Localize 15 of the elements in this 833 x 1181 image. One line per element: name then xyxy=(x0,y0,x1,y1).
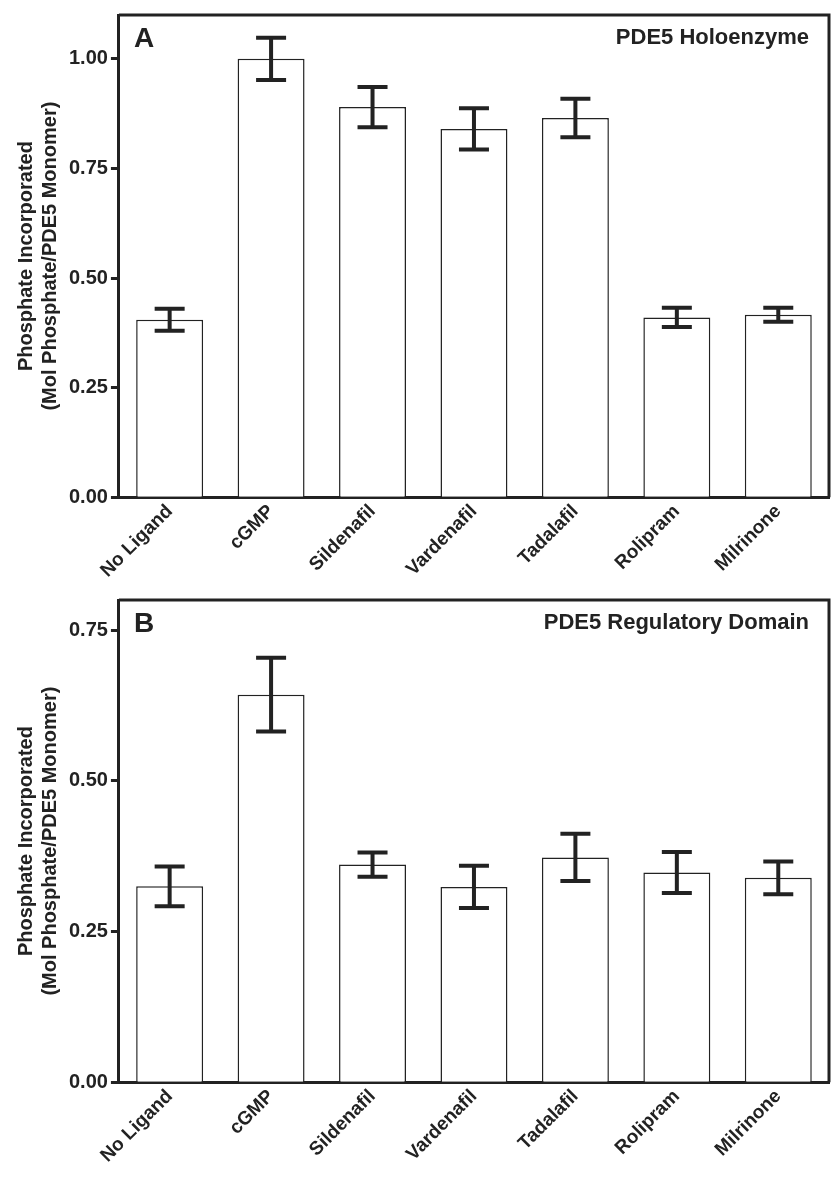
chart-title: PDE5 Holoenzyme xyxy=(615,24,809,50)
y-axis-title: Phosphate Incorporated (Mol Phosphate/PDE5 Monomer) xyxy=(13,686,60,996)
y-tick-label: 0.75 xyxy=(68,155,108,178)
y-tick-label: 0.25 xyxy=(68,919,108,942)
chart-title: PDE5 Regulatory Domain xyxy=(543,609,809,635)
y-tick-label: 0.00 xyxy=(68,484,108,507)
y-tick-label: 0.25 xyxy=(68,375,108,398)
y-tick-label: 0.00 xyxy=(68,1069,108,1092)
annotation: B xyxy=(133,606,155,638)
y-tick-label: 1.00 xyxy=(68,46,108,69)
annotation: A xyxy=(133,21,155,53)
y-axis-title: Phosphate Incorporated (Mol Phosphate/PDE5 Monomer) xyxy=(13,101,60,411)
y-tick-label: 0.75 xyxy=(68,617,108,640)
y-tick-label: 0.50 xyxy=(68,768,108,791)
y-tick-label: 0.50 xyxy=(68,265,108,288)
